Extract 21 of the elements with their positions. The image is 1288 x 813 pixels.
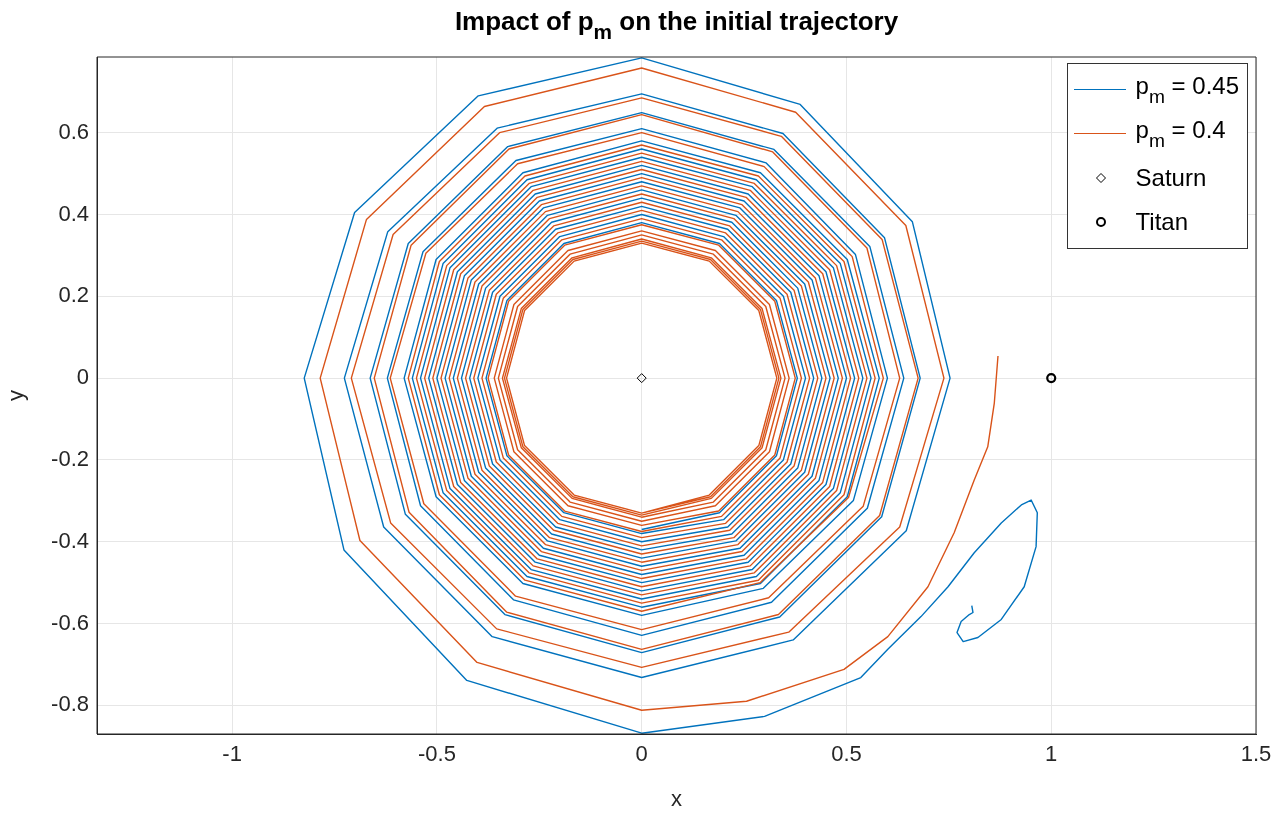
x-tick-label: 1.5 (1240, 741, 1272, 767)
y-tick-label: 0 (76, 364, 89, 390)
y-tick-label: -0.8 (51, 691, 89, 717)
y-tick-label: 0.6 (58, 118, 89, 144)
legend-label: Saturn (1135, 164, 1207, 192)
legend-label: p$_{m}$ = 0.45 (1135, 72, 1239, 108)
legend-label: p$_{m}$ = 0.4 (1135, 116, 1226, 152)
x-tick-label: -0.5 (417, 741, 456, 767)
y-tick-label: 0.2 (58, 282, 89, 308)
x-axis-title: x (671, 785, 682, 811)
x-tick-label: 1 (1045, 741, 1058, 767)
chart-title: Impact of p$_{m}$ on the initial trajectory (453, 6, 900, 45)
y-tick-label: -0.6 (51, 609, 89, 635)
x-tick-label: -1 (222, 741, 242, 767)
x-tick-label: 0.5 (831, 741, 862, 767)
y-tick-label: 0.4 (58, 200, 89, 226)
x-tick-label: 0 (635, 741, 648, 767)
y-tick-label: -0.4 (51, 527, 89, 553)
legend-label: Titan (1135, 208, 1189, 236)
y-tick-label: -0.2 (51, 445, 89, 471)
y-axis-title: y (3, 390, 29, 401)
